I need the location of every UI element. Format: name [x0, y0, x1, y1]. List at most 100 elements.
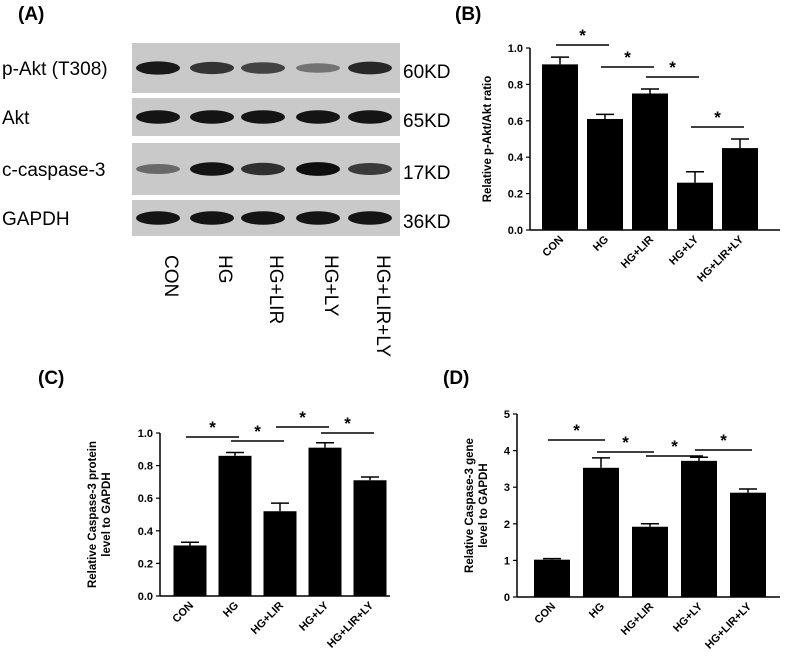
blot-row: GAPDH 36KD	[2, 200, 451, 236]
blot-row-label: Akt	[2, 108, 30, 129]
x-tick-label: HG	[221, 600, 241, 620]
bar	[263, 511, 297, 596]
western-blot: p-Akt (T308) 60KD Akt 65KD c-caspase-3 17KD GA…	[2, 43, 451, 357]
blot-kd-label: 17KD	[403, 163, 451, 184]
bar	[587, 118, 623, 230]
y-tick-label: 0.2	[138, 558, 153, 570]
y-tick-label: 3	[504, 482, 510, 494]
blot-lane-label: HG+LIR	[265, 255, 286, 324]
bar	[722, 148, 758, 230]
blot-row: c-caspase-3 17KD	[2, 143, 451, 195]
blot-band	[348, 163, 392, 175]
blot-lane-label: HG+LIR+LY	[372, 255, 393, 357]
blot-band	[296, 162, 340, 176]
y-tick-label: 0.8	[138, 461, 153, 473]
blot-band	[136, 211, 180, 225]
blot-band	[136, 164, 180, 174]
significance-star: *	[344, 414, 351, 433]
significance-star: *	[209, 418, 216, 437]
bar	[353, 480, 387, 596]
bar	[677, 182, 713, 230]
blot-row-label: p-Akt (T308)	[2, 59, 108, 80]
x-tick-label: HG+LY	[297, 599, 331, 633]
x-tick-label: CON	[540, 234, 566, 260]
bar	[730, 492, 766, 597]
blot-band	[190, 61, 234, 75]
blot-band	[296, 63, 340, 73]
blot-band	[348, 61, 392, 75]
blot-band	[296, 211, 340, 225]
blot-row: Akt 65KD	[2, 98, 451, 136]
x-tick-label: HG+LY	[671, 600, 705, 634]
blot-band	[348, 110, 392, 124]
bar	[583, 467, 619, 597]
bar	[681, 460, 717, 597]
blot-band	[296, 110, 340, 124]
panel-label-c: (C)	[38, 368, 64, 389]
blot-kd-label: 60KD	[403, 62, 451, 83]
y-axis-label: level to GAPDH	[478, 463, 490, 547]
blot-row: p-Akt (T308) 60KD	[2, 43, 451, 93]
blot-band	[241, 162, 285, 176]
y-tick-label: 0.4	[508, 152, 524, 164]
y-tick-label: 1	[504, 555, 510, 567]
significance-star: *	[671, 437, 678, 456]
y-tick-label: 0.0	[138, 591, 153, 603]
y-tick-label: 0.4	[138, 526, 154, 538]
bar	[173, 545, 207, 596]
y-axis-label: Relative Caspase-3 gene	[464, 438, 476, 573]
significance-star: *	[622, 433, 629, 452]
x-tick-label: HG+LIR+LY	[695, 233, 746, 284]
y-tick-label: 0.6	[508, 116, 523, 128]
x-tick-label: HG+LIR	[249, 600, 286, 637]
y-tick-label: 0	[504, 592, 510, 604]
y-tick-label: 0.8	[508, 79, 523, 91]
significance-star: *	[299, 408, 306, 427]
x-tick-label: HG	[587, 601, 607, 621]
blot-band	[190, 110, 234, 124]
blot-kd-label: 65KD	[403, 111, 451, 132]
x-tick-label: HG+LIR+LY	[325, 599, 376, 650]
blot-band	[241, 211, 285, 225]
significance-star: *	[573, 421, 580, 440]
x-tick-label: HG+LIR+LY	[703, 600, 754, 651]
blot-lane-label: CON	[160, 255, 181, 297]
y-axis-label: Relative p-Akt/Akt ratio	[482, 76, 494, 203]
x-tick-label: HG+LY	[667, 233, 701, 267]
panel-label-a: (A)	[18, 4, 44, 25]
blot-band	[136, 61, 180, 75]
chart-panel-b: 0.0 0.2 0.4 0.6 0.8 1.0 Relative p-Akt/Akt rat…	[482, 26, 780, 285]
blot-kd-label: 36KD	[403, 212, 451, 233]
blot-lane-label: HG	[214, 255, 235, 284]
significance-star: *	[720, 431, 727, 450]
bar	[218, 455, 252, 596]
blot-row-label: GAPDH	[2, 209, 70, 230]
significance-star: *	[714, 108, 721, 127]
y-tick-label: 4	[504, 446, 511, 458]
chart-panel-d: 0 1 2 3 4 5 Relative Caspase-3 gene level to GA…	[464, 409, 780, 652]
blot-band	[190, 211, 234, 225]
blot-band	[190, 162, 234, 176]
blot-band	[136, 110, 180, 124]
bar	[308, 447, 342, 596]
y-tick-label: 0.0	[508, 225, 523, 237]
blot-band	[348, 211, 392, 225]
x-tick-label: CON	[532, 601, 558, 627]
significance-star: *	[579, 26, 586, 45]
panel-label-b: (B)	[455, 4, 481, 25]
y-tick-label: 1.0	[508, 43, 523, 55]
y-tick-label: 2	[504, 519, 510, 531]
bar	[534, 559, 570, 597]
blot-band	[241, 62, 285, 74]
blot-lane-label: HG+LY	[320, 255, 341, 317]
x-tick-label: CON	[170, 600, 196, 626]
y-tick-label: 0.2	[508, 189, 523, 201]
significance-star: *	[624, 48, 631, 67]
panel-label-d: (D)	[443, 368, 469, 389]
bar	[542, 64, 578, 230]
x-tick-label: HG+LIR	[619, 234, 656, 271]
y-axis-label: level to GAPDH	[101, 472, 113, 556]
bar	[632, 526, 668, 597]
bar	[632, 93, 668, 230]
